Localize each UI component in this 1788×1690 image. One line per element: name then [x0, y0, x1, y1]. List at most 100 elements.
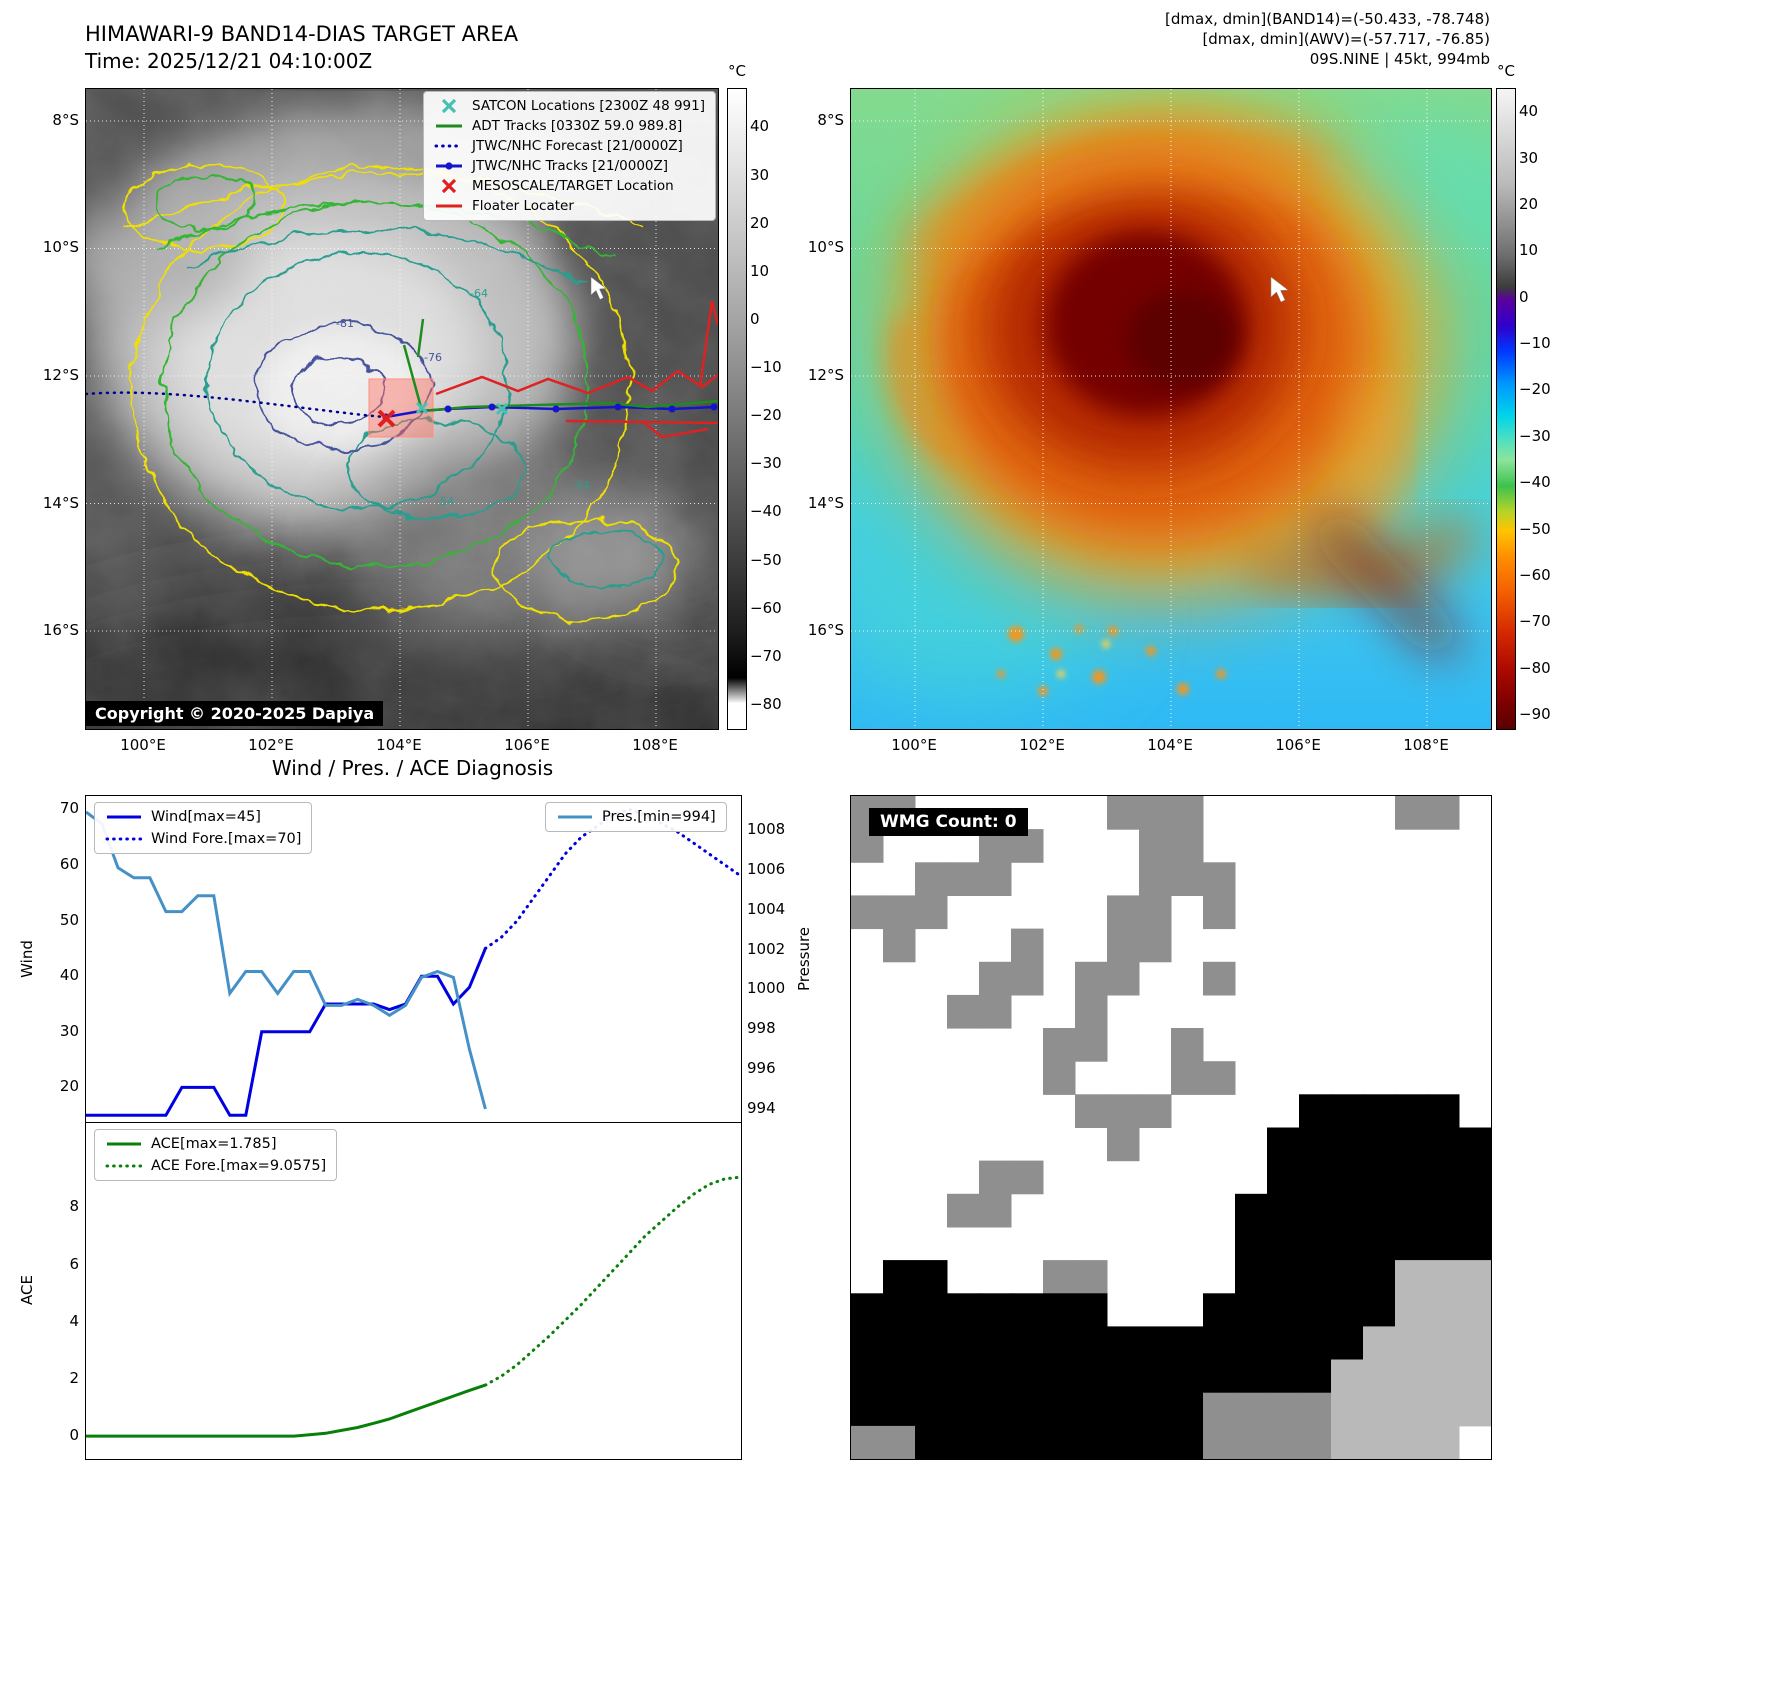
wmg-cell	[1075, 1359, 1108, 1394]
wmg-cell	[1267, 1293, 1300, 1327]
wmg-cell	[1363, 1359, 1396, 1394]
wmg-cell	[1427, 796, 1460, 830]
map-legend-label: ADT Tracks [0330Z 59.0 989.8]	[472, 118, 683, 134]
band14-lon-tick: 104°E	[376, 736, 422, 754]
satcon-marker-icon	[415, 401, 509, 416]
awv-colorbar-tick: −60	[1519, 565, 1551, 584]
contour-label: -76	[424, 351, 442, 364]
band14-lon-tick: 106°E	[504, 736, 550, 754]
wmg-cell	[1363, 1326, 1396, 1361]
chart-legend-item: Wind[max=45]	[105, 809, 301, 825]
chart-legend-item: ACE[max=1.785]	[105, 1136, 326, 1152]
wmg-cell	[1171, 1028, 1204, 1062]
awv-header-line-1: [dmax, dmin](BAND14)=(-50.433, -78.748)	[1165, 10, 1490, 28]
wmg-cell	[1331, 1260, 1364, 1294]
contour-label: -64	[470, 287, 488, 300]
legend-marker-line-icon	[558, 815, 592, 819]
wmg-cell	[915, 1392, 948, 1427]
chart-ylabel: Wind	[18, 939, 36, 978]
wmg-cell	[1011, 961, 1044, 996]
wmg-cell	[1299, 1293, 1332, 1327]
wmg-cell	[979, 1359, 1012, 1394]
wmg-cell	[947, 1392, 980, 1427]
awv-header-line-3: 09S.NINE | 45kt, 994mb	[1309, 50, 1490, 68]
wmg-cell	[1427, 1359, 1460, 1394]
wmg-cell	[1107, 961, 1140, 996]
wmg-cell	[1203, 961, 1236, 996]
wmg-cell	[915, 1359, 948, 1394]
wmg-cell	[883, 1260, 916, 1294]
wmg-cell	[1011, 1160, 1044, 1195]
wmg-cell	[979, 994, 1012, 1029]
wmg-cell	[947, 1425, 980, 1459]
chart-legend: ACE[max=1.785] ACE Fore.[max=9.0575]	[94, 1129, 338, 1181]
awv-colorbar-tick: 30	[1519, 148, 1539, 167]
wmg-cell	[1171, 1425, 1204, 1459]
map-legend-label: MESOSCALE/TARGET Location	[472, 178, 674, 194]
wmg-cell	[1235, 1293, 1268, 1327]
wmg-cell	[915, 1293, 948, 1327]
wmg-cell	[915, 862, 948, 896]
wmg-cell	[1331, 1425, 1364, 1459]
band14-lon-tick: 108°E	[632, 736, 678, 754]
wmg-cell	[1299, 1160, 1332, 1195]
wmg-cell	[1043, 1359, 1076, 1394]
wmg-cell	[883, 1293, 916, 1327]
wmg-cell	[1043, 1260, 1076, 1294]
wmg-cell	[1139, 895, 1172, 930]
awv-colorbar-unit: °C	[1497, 62, 1515, 80]
wmg-cell	[1075, 1392, 1108, 1427]
wmg-cell	[947, 862, 980, 896]
wmg-cell	[1299, 1193, 1332, 1228]
awv-colorbar-tick: −50	[1519, 519, 1551, 538]
awv-image	[851, 89, 1491, 729]
wmg-cell	[1075, 961, 1108, 996]
wmg-cell	[1331, 1226, 1364, 1261]
wmg-cell	[1427, 1193, 1460, 1228]
wmg-cell	[1043, 1326, 1076, 1361]
map-legend-label: JTWC/NHC Tracks [21/0000Z]	[472, 158, 669, 174]
band14-colorbar-tick: 10	[750, 261, 770, 280]
band14-time: Time: 2025/12/21 04:10:00Z	[85, 49, 373, 73]
legend-marker-line-icon	[105, 1164, 143, 1168]
wmg-cell	[1139, 1359, 1172, 1394]
chart-y2tick: 1004	[747, 899, 786, 918]
wmg-cell	[979, 1392, 1012, 1427]
wmg-cell	[1203, 1392, 1236, 1427]
awv-colorbar-tick: −40	[1519, 473, 1551, 492]
wmg-cell	[1459, 1392, 1491, 1427]
ir-cloud-field	[86, 89, 718, 729]
chart-ytick: 60	[59, 854, 79, 873]
wmg-cell	[915, 1260, 948, 1294]
awv-lat-tick: 10°S	[807, 238, 844, 257]
wmg-cell	[1363, 1160, 1396, 1195]
awv-lon-tick: 104°E	[1147, 736, 1193, 754]
wmg-cell	[1267, 1392, 1300, 1427]
band14-colorbar-tick: 20	[750, 213, 770, 232]
chart-legend-label: Pres.[min=994]	[602, 809, 716, 825]
wmg-image	[851, 796, 1491, 1459]
chart-y2tick: 1008	[747, 819, 786, 838]
wmg-cell	[1107, 796, 1140, 830]
wmg-cell	[1203, 862, 1236, 896]
wmg-cell	[1011, 1326, 1044, 1361]
awv-colorbar-tick: 20	[1519, 194, 1539, 213]
band14-lat-tick: 12°S	[42, 365, 79, 384]
wmg-cell	[1395, 1260, 1428, 1294]
wmg-cell	[883, 1359, 916, 1394]
wmg-cell	[851, 1326, 884, 1361]
wmg-cell	[1203, 1061, 1236, 1095]
wmg-cell	[1299, 1260, 1332, 1294]
awv-lat-tick: 16°S	[807, 621, 844, 640]
awv-lon-tick: 108°E	[1403, 736, 1449, 754]
awv-colorbar-tick: −20	[1519, 380, 1551, 399]
wmg-cell	[1107, 1127, 1140, 1162]
band14-colorbar-tick: −30	[750, 454, 782, 473]
band14-colorbar-tick: −20	[750, 406, 782, 425]
wmg-cell	[979, 1425, 1012, 1459]
chart-ytick: 8	[69, 1197, 79, 1216]
band14-lat-tick: 8°S	[52, 111, 79, 129]
wmg-cell	[1203, 1326, 1236, 1361]
chart-legend-item: Pres.[min=994]	[556, 809, 716, 825]
legend-marker-line-icon	[436, 204, 462, 208]
